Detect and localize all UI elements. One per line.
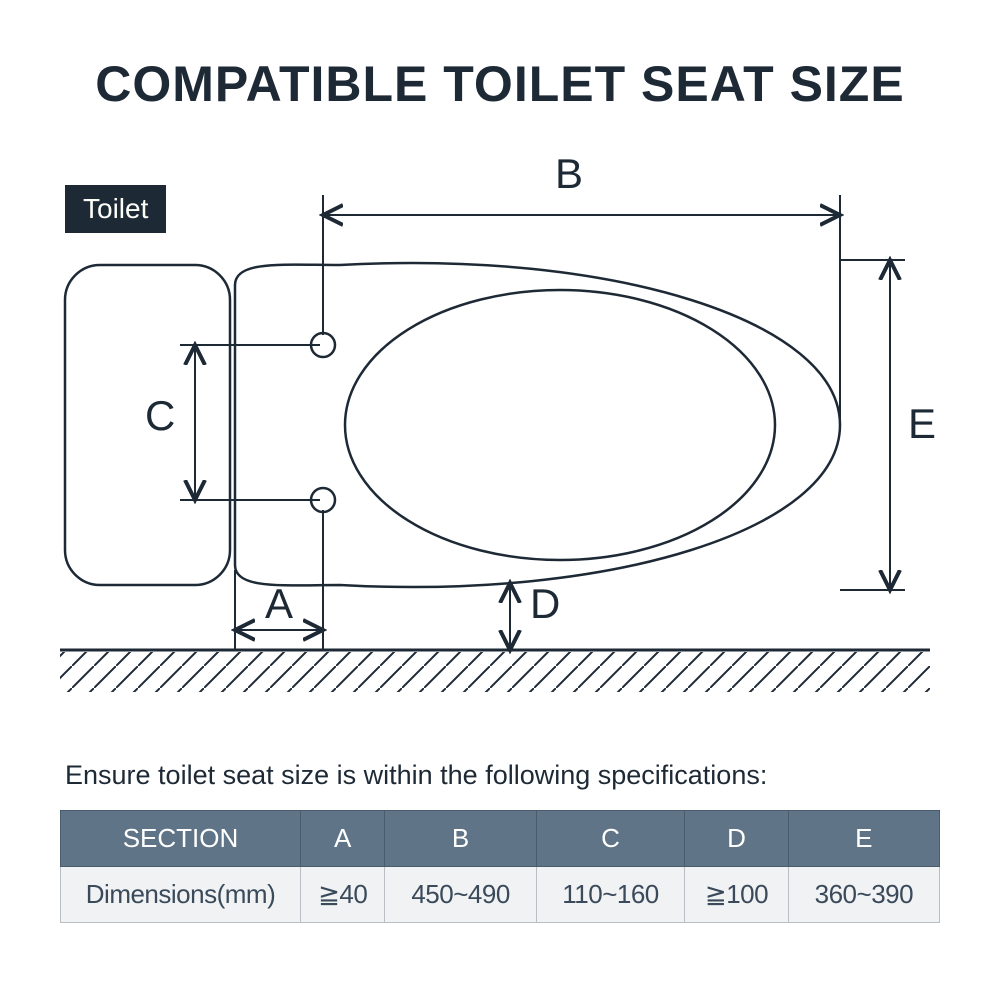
val-d: ≧100 bbox=[685, 867, 788, 923]
spec-caption: Ensure toilet seat size is within the fo… bbox=[65, 760, 767, 791]
table-header-row: SECTION A B C D E bbox=[61, 811, 940, 867]
dim-label-b: B bbox=[555, 150, 583, 198]
col-e: E bbox=[788, 811, 939, 867]
val-c: 110~160 bbox=[536, 867, 685, 923]
page-title: COMPATIBLE TOILET SEAT SIZE bbox=[0, 55, 1000, 113]
dim-label-e: E bbox=[908, 400, 936, 448]
row-label: Dimensions(mm) bbox=[61, 867, 301, 923]
col-d: D bbox=[685, 811, 788, 867]
dim-label-d: D bbox=[530, 580, 560, 628]
table-row: Dimensions(mm) ≧40 450~490 110~160 ≧100 … bbox=[61, 867, 940, 923]
dim-label-a: A bbox=[265, 580, 293, 628]
toilet-diagram: Toilet bbox=[50, 160, 950, 720]
col-b: B bbox=[385, 811, 536, 867]
col-c: C bbox=[536, 811, 685, 867]
col-a: A bbox=[301, 811, 385, 867]
spec-table: SECTION A B C D E Dimensions(mm) ≧40 450… bbox=[60, 810, 940, 923]
val-a: ≧40 bbox=[301, 867, 385, 923]
col-section: SECTION bbox=[61, 811, 301, 867]
diagram-svg bbox=[50, 160, 950, 720]
dim-label-c: C bbox=[145, 392, 175, 440]
val-e: 360~390 bbox=[788, 867, 939, 923]
val-b: 450~490 bbox=[385, 867, 536, 923]
